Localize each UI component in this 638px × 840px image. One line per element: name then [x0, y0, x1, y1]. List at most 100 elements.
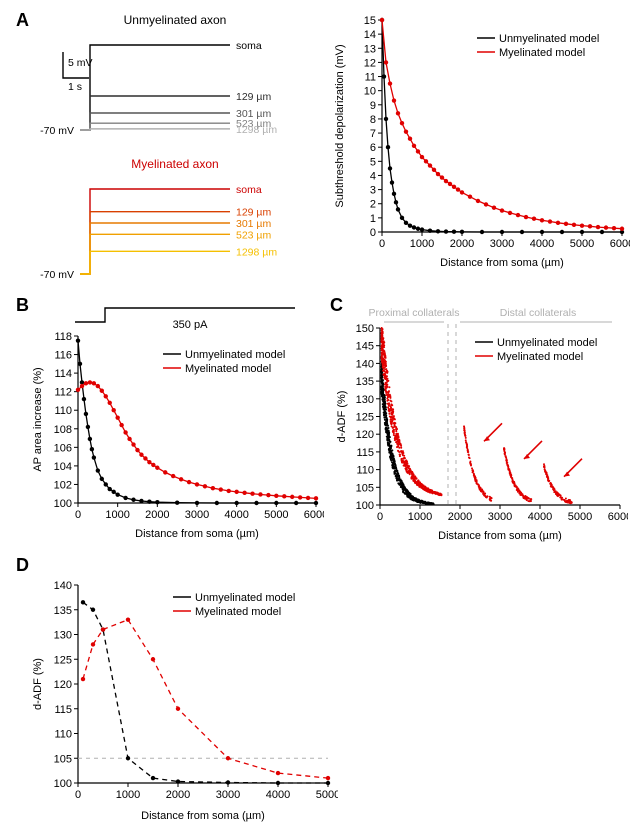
svg-text:12: 12: [364, 57, 376, 69]
svg-text:5000: 5000: [264, 509, 288, 521]
svg-text:125: 125: [54, 654, 72, 666]
svg-text:15: 15: [364, 15, 376, 27]
svg-text:14: 14: [364, 29, 376, 41]
svg-text:5000: 5000: [570, 238, 594, 250]
svg-text:108: 108: [54, 424, 72, 436]
svg-text:9: 9: [370, 100, 376, 112]
svg-text:105: 105: [356, 482, 374, 494]
panel-a-chart: 0100020003000400050006000012345678910111…: [330, 12, 630, 272]
svg-text:6000: 6000: [608, 511, 628, 523]
svg-text:0: 0: [370, 227, 376, 239]
svg-text:0: 0: [75, 789, 81, 801]
svg-text:Unmyelinated axon: Unmyelinated axon: [124, 13, 227, 27]
panel-c-chart: 0100020003000400050006000100105110115120…: [332, 300, 628, 545]
svg-text:130: 130: [356, 394, 374, 406]
svg-text:129 µm: 129 µm: [236, 207, 271, 219]
svg-text:10: 10: [364, 86, 376, 98]
svg-text:1298 µm: 1298 µm: [236, 124, 277, 136]
svg-text:112: 112: [54, 387, 72, 399]
panel-b-stimulus: 350 pA: [35, 300, 335, 330]
svg-text:2000: 2000: [448, 511, 472, 523]
svg-text:1000: 1000: [408, 511, 432, 523]
svg-text:13: 13: [364, 43, 376, 55]
svg-text:120: 120: [54, 679, 72, 691]
svg-text:3000: 3000: [488, 511, 512, 523]
svg-text:3: 3: [370, 185, 376, 197]
svg-text:soma: soma: [236, 40, 262, 52]
svg-text:5000: 5000: [568, 511, 592, 523]
svg-text:AP area increase (%): AP area increase (%): [32, 367, 44, 471]
svg-text:4000: 4000: [266, 789, 290, 801]
svg-text:115: 115: [54, 704, 72, 716]
svg-text:150: 150: [356, 323, 374, 335]
svg-text:4000: 4000: [224, 509, 248, 521]
svg-text:2: 2: [370, 199, 376, 211]
svg-text:100: 100: [54, 498, 72, 510]
svg-text:110: 110: [54, 729, 72, 741]
svg-text:105: 105: [54, 753, 72, 765]
svg-text:-70 mV: -70 mV: [40, 125, 74, 137]
svg-text:110: 110: [54, 405, 72, 417]
svg-text:1298 µm: 1298 µm: [236, 246, 277, 258]
svg-text:0: 0: [379, 238, 385, 250]
panel-b-label: B: [16, 295, 29, 316]
svg-text:Myelinated model: Myelinated model: [497, 351, 583, 363]
svg-text:523 µm: 523 µm: [236, 229, 271, 241]
svg-text:Unmyelinated model: Unmyelinated model: [497, 337, 597, 349]
svg-text:6000: 6000: [610, 238, 630, 250]
svg-text:0: 0: [75, 509, 81, 521]
svg-text:Distance from soma (µm): Distance from soma (µm): [141, 810, 265, 822]
svg-text:3000: 3000: [216, 789, 240, 801]
svg-text:Myelinated model: Myelinated model: [195, 606, 281, 618]
svg-text:0: 0: [377, 511, 383, 523]
svg-text:140: 140: [54, 580, 72, 592]
svg-text:120: 120: [356, 429, 374, 441]
svg-text:6: 6: [370, 142, 376, 154]
svg-text:Myelinated axon: Myelinated axon: [131, 157, 218, 171]
panel-b-chart: 0100020003000400050006000100102104106108…: [28, 328, 324, 543]
svg-text:106: 106: [54, 442, 72, 454]
svg-text:3000: 3000: [185, 509, 209, 521]
svg-text:100: 100: [54, 778, 72, 790]
svg-text:7: 7: [370, 128, 376, 140]
svg-text:4000: 4000: [528, 511, 552, 523]
svg-text:2000: 2000: [166, 789, 190, 801]
svg-text:Proximal collaterals: Proximal collaterals: [368, 307, 459, 319]
svg-text:2000: 2000: [450, 238, 474, 250]
svg-text:115: 115: [356, 447, 374, 459]
svg-text:Myelinated model: Myelinated model: [499, 47, 585, 59]
svg-text:Distance from soma (µm): Distance from soma (µm): [135, 528, 259, 540]
svg-text:125: 125: [356, 412, 374, 424]
svg-text:11: 11: [365, 72, 376, 84]
svg-text:4000: 4000: [530, 238, 554, 250]
svg-text:118: 118: [54, 331, 72, 343]
svg-text:1000: 1000: [116, 789, 140, 801]
svg-text:2000: 2000: [145, 509, 169, 521]
svg-text:5: 5: [370, 156, 376, 168]
svg-text:140: 140: [356, 358, 374, 370]
svg-text:1 s: 1 s: [68, 81, 82, 93]
svg-text:130: 130: [54, 630, 72, 642]
svg-text:301 µm: 301 µm: [236, 218, 271, 230]
svg-text:1000: 1000: [410, 238, 434, 250]
svg-text:Unmyelinated model: Unmyelinated model: [195, 592, 295, 604]
svg-text:soma: soma: [236, 184, 262, 196]
svg-text:102: 102: [54, 479, 72, 491]
svg-text:110: 110: [356, 465, 374, 477]
svg-text:Subthreshold depolarization (m: Subthreshold depolarization (mV): [334, 44, 346, 207]
svg-text:Myelinated model: Myelinated model: [185, 363, 271, 375]
svg-text:5 mV: 5 mV: [68, 57, 93, 69]
svg-text:Distal collaterals: Distal collaterals: [500, 307, 576, 319]
svg-text:d-ADF (%): d-ADF (%): [32, 658, 44, 710]
svg-text:104: 104: [54, 461, 72, 473]
panel-d-label: D: [16, 555, 29, 576]
svg-text:135: 135: [54, 605, 72, 617]
panel-d-chart: 0 1000 2000 3000 4000 5000 100 105 110 115 120 125 1…: [28, 575, 338, 825]
svg-text:145: 145: [356, 341, 374, 353]
svg-text:129 µm: 129 µm: [236, 91, 271, 103]
svg-text:5000: 5000: [316, 789, 338, 801]
svg-text:d-ADF (%): d-ADF (%): [336, 391, 348, 443]
panel-a-traces: Unmyelinated axonsoma129 µm301 µm523 µm1…: [25, 12, 335, 282]
svg-text:3000: 3000: [490, 238, 514, 250]
svg-text:Unmyelinated model: Unmyelinated model: [499, 33, 599, 45]
